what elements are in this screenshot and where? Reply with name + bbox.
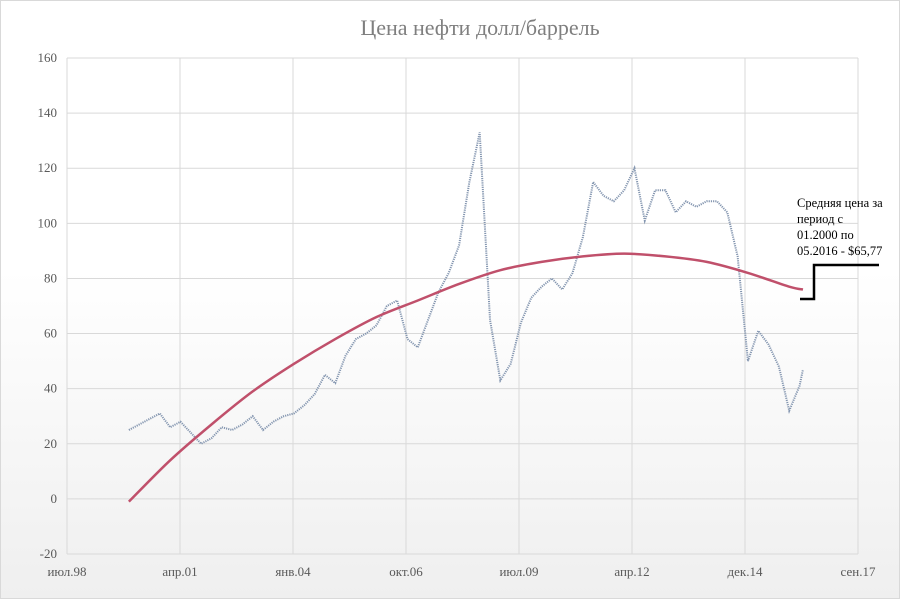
y-gridlines — [67, 58, 858, 554]
y-tick-label: 60 — [44, 326, 57, 341]
x-tick-label: июл.98 — [47, 564, 86, 579]
series-group — [129, 132, 803, 501]
average-price-annotation: Средняя цена за период с 01.2000 по 05.2… — [797, 196, 883, 299]
x-tick-label: окт.06 — [389, 564, 423, 579]
y-tick-label: 140 — [38, 105, 58, 120]
annotation-bracket — [800, 265, 879, 299]
x-tick-label: июл.09 — [499, 564, 538, 579]
y-tick-label: 100 — [38, 215, 58, 230]
annotation-line-3: 01.2000 по — [797, 228, 854, 242]
x-tick-label: дек.14 — [728, 564, 763, 579]
x-tick-label: янв.04 — [275, 564, 311, 579]
y-tick-label: 120 — [38, 160, 58, 175]
y-tick-label: 20 — [44, 436, 57, 451]
x-tick-label: апр.12 — [614, 564, 649, 579]
y-tick-label: 80 — [44, 270, 57, 285]
trend-series-line — [129, 254, 803, 502]
x-gridlines — [67, 58, 858, 554]
y-tick-label: 160 — [38, 50, 58, 65]
y-tick-labels: -20 0 20 40 60 80 100 120 140 160 — [38, 50, 58, 561]
chart-title: Цена нефти долл/баррель — [360, 15, 599, 40]
annotation-line-2: период с — [797, 212, 844, 226]
price-series-line — [129, 132, 803, 443]
x-tick-label: апр.01 — [162, 564, 197, 579]
y-tick-label: 40 — [44, 381, 57, 396]
y-tick-label: 0 — [51, 491, 58, 506]
annotation-line-4: 05.2016 - $65,77 — [797, 244, 882, 258]
x-tick-label: сен.17 — [841, 564, 876, 579]
x-tick-labels: июл.98 апр.01 янв.04 окт.06 июл.09 апр.12 дек.… — [47, 564, 875, 579]
y-tick-label: -20 — [40, 546, 57, 561]
annotation-line-1: Средняя цена за — [797, 196, 883, 210]
